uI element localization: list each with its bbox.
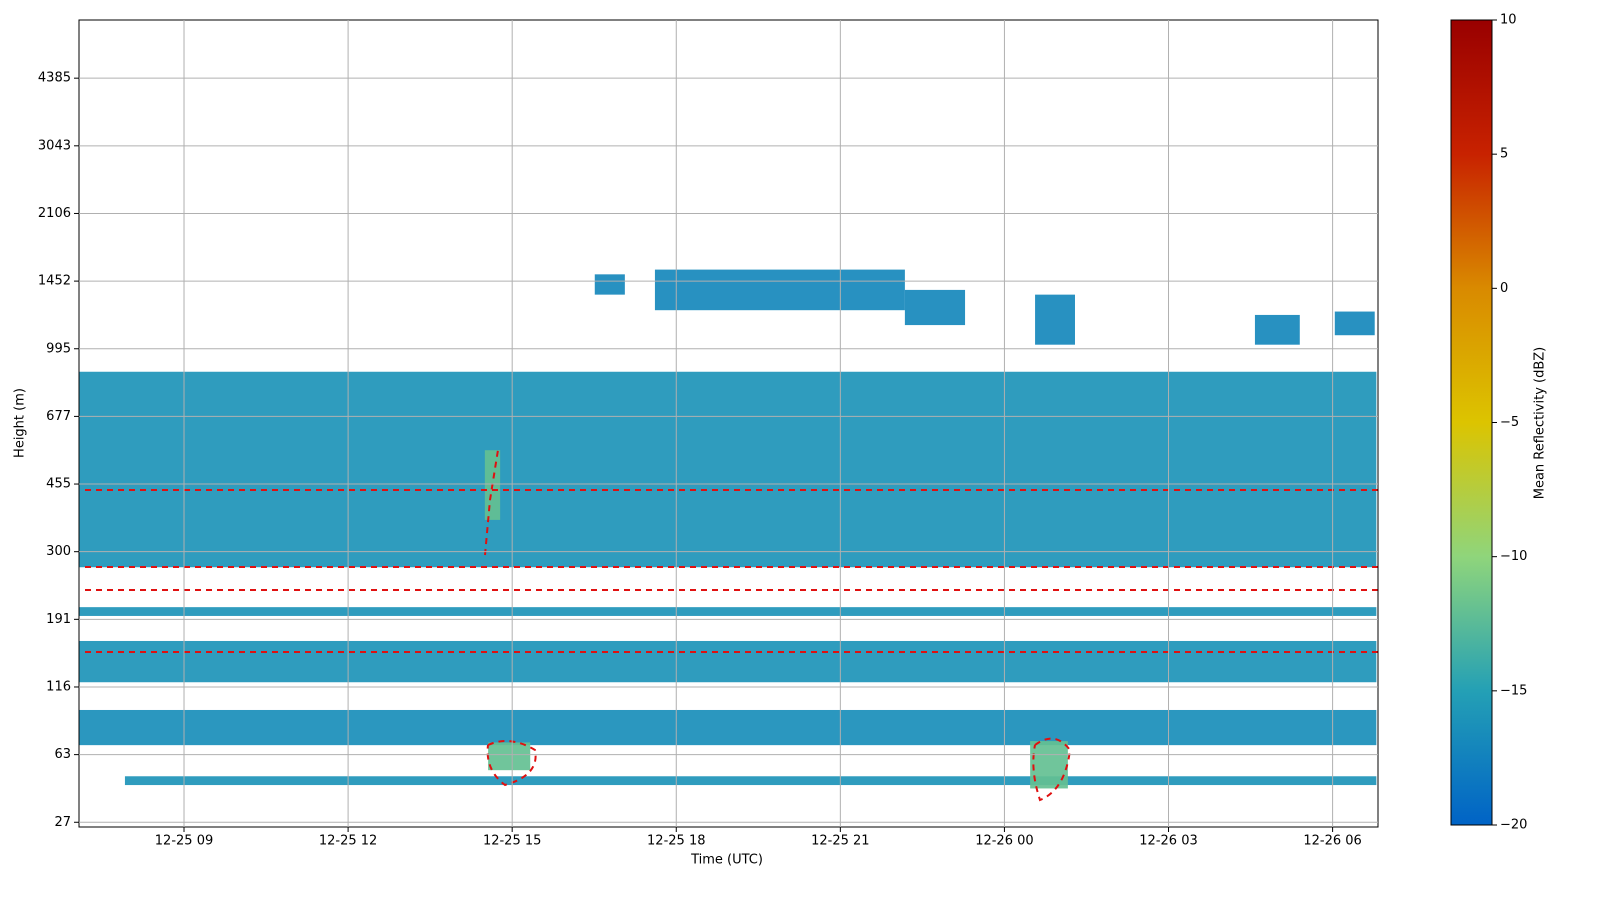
y-tick-label: 300	[46, 544, 71, 559]
y-tick-label: 116	[46, 679, 71, 694]
colorbar-tick-label: −20	[1500, 818, 1527, 833]
x-tick-label: 12-26 00	[975, 834, 1033, 849]
y-tick-label: 995	[46, 341, 71, 356]
reflectivity-cell	[124, 776, 1377, 786]
colorbar-tick-label: 5	[1500, 147, 1508, 162]
colorbar-tick-label: −5	[1500, 415, 1519, 430]
x-tick-label: 12-25 15	[483, 834, 541, 849]
colorbar	[1450, 19, 1493, 826]
colorbar-label: Mean Reflectivity (dBZ)	[1533, 347, 1548, 500]
reflectivity-cell	[1035, 294, 1075, 345]
y-axis-label: Height (m)	[13, 388, 28, 458]
y-tick-label: 455	[46, 477, 71, 492]
reflectivity-cell	[904, 289, 966, 326]
heatmap	[79, 269, 1377, 789]
reflectivity-cell	[79, 607, 1377, 616]
reflectivity-cell	[1254, 314, 1300, 345]
colorbar-tick-label: 10	[1500, 13, 1517, 28]
reflectivity-cell	[79, 640, 1377, 683]
x-tick-label: 12-25 21	[811, 834, 869, 849]
y-tick-label: 3043	[38, 138, 71, 153]
colorbar-tick-label: −15	[1500, 683, 1527, 698]
reflectivity-cell	[79, 371, 1377, 568]
y-tick-label: 63	[54, 747, 71, 762]
y-tick-label: 191	[46, 612, 71, 627]
y-tick-label: 677	[46, 409, 71, 424]
contour-line	[484, 449, 499, 556]
x-tick-label: 12-25 18	[647, 834, 705, 849]
x-tick-label: 12-25 09	[155, 834, 213, 849]
x-tick-label: 12-26 03	[1139, 834, 1197, 849]
contour-line	[486, 740, 537, 787]
x-tick-label: 12-26 06	[1303, 834, 1361, 849]
reflectivity-cell	[1030, 741, 1068, 789]
plot-frame	[78, 19, 1379, 828]
x-axis-label: Time (UTC)	[690, 853, 763, 868]
x-tick-label: 12-25 12	[319, 834, 377, 849]
contours	[85, 449, 1378, 802]
reflectivity-cell	[1334, 311, 1375, 336]
y-tick-label: 4385	[38, 71, 71, 86]
reflectivity-cell	[654, 269, 905, 311]
reflectivity-cell	[79, 709, 1377, 746]
reflectivity-cell	[594, 274, 625, 295]
y-tick-label: 2106	[38, 206, 71, 221]
colorbar-tick-label: −10	[1500, 549, 1527, 564]
y-tick-label: 1452	[38, 274, 71, 289]
colorbar-tick-label: 0	[1500, 281, 1508, 296]
reflectivity-cell	[488, 742, 531, 771]
y-tick-label: 27	[54, 815, 71, 830]
